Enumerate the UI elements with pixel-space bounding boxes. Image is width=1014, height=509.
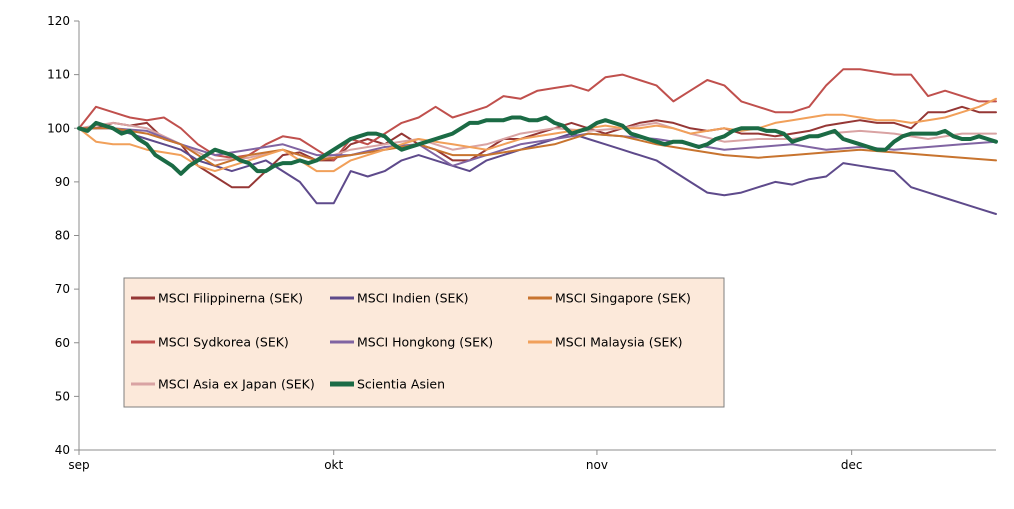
y-tick-label: 50 <box>55 389 70 403</box>
legend-label: MSCI Filippinerna (SEK) <box>158 291 303 306</box>
y-tick-label: 70 <box>55 282 70 296</box>
y-tick-label: 80 <box>55 229 70 243</box>
y-axis: 40 50 60 70 80 90 100 110 120 <box>47 14 80 457</box>
legend: MSCI Filippinerna (SEK) MSCI Indien (SEK)… <box>123 277 725 408</box>
y-tick-label: 100 <box>47 121 70 135</box>
y-tick-label: 110 <box>47 68 70 82</box>
x-tick-label: nov <box>586 458 608 472</box>
y-tick-label: 90 <box>55 175 70 189</box>
x-tick-label: dec <box>841 458 863 472</box>
series-layer <box>77 68 998 215</box>
x-tick-label: okt <box>324 458 343 472</box>
x-tick-label: sep <box>68 458 89 472</box>
x-axis: sep okt nov dec <box>68 449 996 472</box>
series-line-msci-sydkorea-sek <box>78 68 997 162</box>
series-line-msci-filippinerna-sek <box>78 105 997 189</box>
series-line-scientia-asien <box>77 115 998 176</box>
legend-label: MSCI Hongkong (SEK) <box>357 335 493 350</box>
legend-box <box>123 277 725 408</box>
legend-label: MSCI Singapore (SEK) <box>555 291 691 306</box>
y-tick-label: 40 <box>55 443 70 457</box>
y-tick-label: 120 <box>47 14 70 28</box>
series-line-msci-indien-sek <box>78 127 997 215</box>
series-line-msci-asia-ex-japan-sek <box>78 121 997 162</box>
series-line-msci-hongkong-sek <box>78 127 997 167</box>
series-line-msci-singapore-sek <box>78 127 997 167</box>
legend-label: MSCI Sydkorea (SEK) <box>158 335 289 350</box>
legend-label: MSCI Asia ex Japan (SEK) <box>158 377 315 392</box>
series-line-msci-malaysia-sek <box>78 97 997 173</box>
legend-label: MSCI Malaysia (SEK) <box>555 335 682 350</box>
y-tick-label: 60 <box>55 336 70 350</box>
legend-label: Scientia Asien <box>357 377 445 392</box>
legend-label: MSCI Indien (SEK) <box>357 291 469 306</box>
